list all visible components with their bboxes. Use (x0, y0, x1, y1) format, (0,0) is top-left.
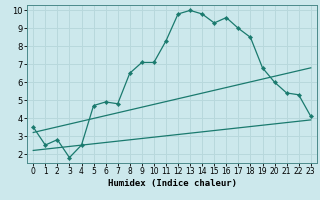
X-axis label: Humidex (Indice chaleur): Humidex (Indice chaleur) (108, 179, 236, 188)
